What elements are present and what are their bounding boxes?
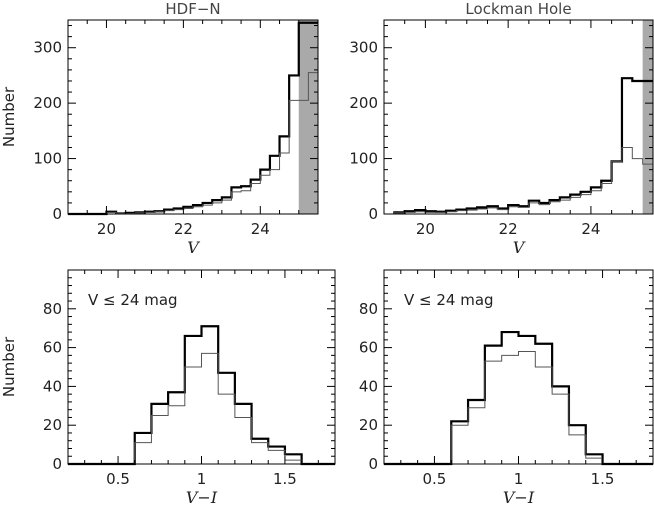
x-axis-title: V (187, 238, 200, 257)
y-tick-label: 300 (33, 39, 62, 57)
x-tick-label: 0.5 (423, 470, 447, 488)
x-tick-label: 1.5 (591, 470, 615, 488)
y-tick-label: 200 (33, 94, 62, 112)
panel-2: 20 22 24 0 100 200 300 Lockman Hole V (349, 0, 654, 257)
histogram-thick-line (68, 325, 335, 466)
shaded-incompleteness-region (298, 20, 318, 214)
x-tick-label: 24 (581, 220, 600, 238)
y-tick-label: 20 (43, 416, 62, 434)
plot-frame (67, 19, 319, 215)
y-tick-label: 60 (43, 339, 62, 357)
histogram-thin-line (393, 146, 653, 214)
x-tick-label: 22 (174, 220, 193, 238)
y-tick-label: 80 (359, 300, 378, 318)
magnitude-cut-annotation: V ≤ 24 mag (88, 291, 178, 309)
y-tick-label: 80 (43, 300, 62, 318)
histogram-thick-line (68, 21, 318, 216)
x-axis-title: V (513, 238, 526, 257)
x-tick-label: 20 (97, 220, 116, 238)
histogram-thick-line (384, 330, 653, 466)
panel-3: 0.5 1 1.5 0 20 40 60 80 V−I Number V ≤ 24 mag (0, 269, 336, 505)
y-axis-title: Number (0, 86, 18, 147)
y-tick-label: 0 (52, 455, 62, 473)
panel-4: 0.5 1 1.5 0 20 40 60 80 V−I V ≤ 24 mag (359, 269, 654, 505)
x-tick-label: 0.5 (106, 470, 130, 488)
plot-frame (383, 19, 654, 215)
histogram-thin-line (68, 72, 318, 215)
x-tick-label: 1 (197, 470, 207, 488)
x-tick-label: 20 (416, 220, 435, 238)
x-axis-title: V−I (503, 488, 535, 505)
y-tick-label: 40 (359, 377, 378, 395)
y-tick-label: 300 (349, 39, 378, 57)
magnitude-cut-annotation: V ≤ 24 mag (404, 291, 494, 309)
y-tick-label: 0 (368, 455, 378, 473)
y-tick-label: 100 (349, 150, 378, 168)
x-tick-label: 1.5 (273, 470, 297, 488)
shaded-incompleteness-region (642, 20, 653, 214)
y-tick-label: 200 (349, 94, 378, 112)
y-axis-title: Number (0, 336, 18, 397)
x-tick-label: 1 (514, 470, 524, 488)
x-tick-label: 24 (251, 220, 270, 238)
y-tick-label: 0 (52, 205, 62, 223)
histogram-thick-line (393, 77, 653, 214)
y-tick-label: 60 (359, 339, 378, 357)
y-tick-label: 100 (33, 150, 62, 168)
x-tick-label: 22 (499, 220, 518, 238)
y-tick-label: 20 (359, 416, 378, 434)
panel-title: HDF−N (165, 0, 220, 18)
histogram-thin-line (68, 352, 335, 465)
histogram-thin-line (384, 350, 653, 465)
y-tick-label: 40 (43, 377, 62, 395)
x-axis-title: V−I (186, 488, 218, 505)
panel-1: 20 22 24 0 100 200 300 HDF−N V Number (0, 0, 319, 257)
panel-title: Lockman Hole (465, 0, 571, 18)
y-tick-label: 0 (368, 205, 378, 223)
